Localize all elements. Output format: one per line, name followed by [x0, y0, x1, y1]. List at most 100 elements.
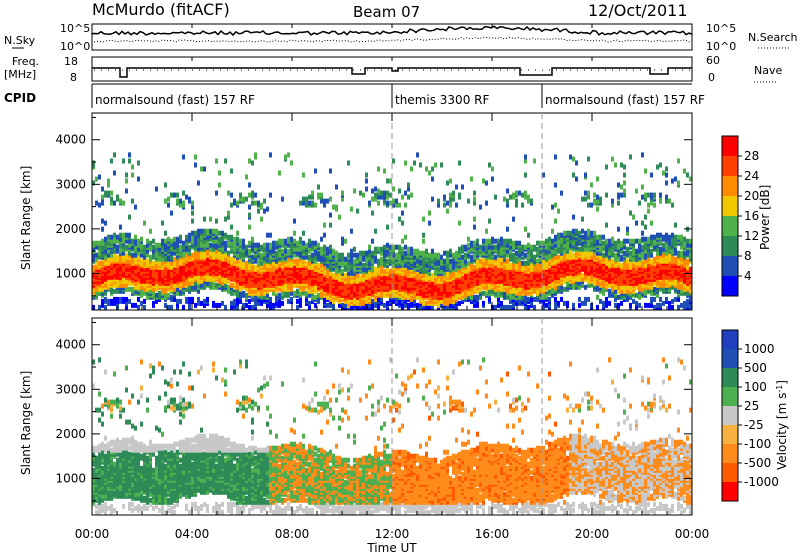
heatmap-cell: [158, 290, 161, 296]
heatmap-cell: [494, 194, 497, 200]
heatmap-cell: [362, 304, 365, 310]
heatmap-cell: [611, 198, 614, 204]
station-title: McMurdo (fitACF): [92, 0, 230, 19]
heatmap-cell: [377, 274, 380, 280]
heatmap-cell: [230, 224, 233, 230]
heatmap-cell: [308, 304, 311, 310]
heatmap-cell: [419, 162, 422, 168]
heatmap-cell: [302, 240, 305, 246]
heatmap-cell: [272, 260, 275, 266]
heatmap-cell: [146, 286, 149, 292]
heatmap-cell: [515, 190, 518, 196]
heatmap-cell: [194, 154, 197, 160]
heatmap-cell: [431, 280, 434, 286]
freq-right-tick-high: 60: [706, 54, 720, 67]
heatmap-cell: [248, 224, 251, 230]
heatmap-cell: [119, 286, 122, 292]
heatmap-cell: [443, 250, 446, 256]
heatmap-cell: [356, 208, 359, 214]
heatmap-cell: [308, 254, 311, 260]
heatmap-cell: [452, 190, 455, 196]
heatmap-cell: [401, 194, 404, 200]
heatmap-cell: [620, 262, 623, 268]
heatmap-cell: [230, 168, 233, 174]
heatmap-cell: [383, 262, 386, 268]
heatmap-cell: [182, 154, 185, 160]
heatmap-cell: [608, 238, 611, 244]
heatmap-cell: [239, 258, 242, 264]
heatmap-cell: [119, 236, 122, 242]
heatmap-cell: [116, 296, 119, 302]
heatmap-cell: [248, 212, 251, 218]
heatmap-cell: [587, 296, 590, 302]
heatmap-cell: [452, 290, 455, 296]
heatmap-cell: [164, 246, 167, 252]
heatmap-cell: [623, 188, 626, 194]
heatmap-cell: [278, 300, 281, 306]
heatmap-cell: [209, 280, 212, 286]
heatmap-cell: [431, 272, 434, 278]
heatmap-cell: [341, 236, 344, 242]
heatmap-cell: [536, 258, 539, 264]
heatmap-cell: [224, 232, 227, 238]
heatmap-cell: [137, 160, 140, 166]
heatmap-cell: [404, 160, 407, 166]
heatmap-cell: [473, 190, 476, 196]
heatmap-cell: [155, 246, 158, 252]
heatmap-cell: [335, 256, 338, 262]
heatmap-cell: [353, 258, 356, 264]
heatmap-cell: [386, 248, 389, 254]
heatmap-cell: [455, 184, 458, 190]
heatmap-cell: [143, 250, 146, 256]
heatmap-cell: [173, 236, 176, 242]
heatmap-cell: [263, 250, 266, 256]
heatmap-cell: [620, 240, 623, 246]
heatmap-cell: [386, 200, 389, 206]
heatmap-cell: [224, 240, 227, 246]
heatmap-cell: [236, 288, 239, 294]
heatmap-cell: [125, 286, 128, 292]
heatmap-cell: [374, 266, 377, 272]
heatmap-cell: [131, 172, 134, 178]
heatmap-cell: [440, 274, 443, 280]
heatmap-cell: [467, 260, 470, 266]
heatmap-cell: [143, 290, 146, 296]
heatmap-cell: [125, 296, 128, 302]
nsearch-label: N.Search: [748, 31, 798, 44]
heatmap-cell: [179, 268, 182, 274]
heatmap-cell: [422, 260, 425, 266]
heatmap-cell: [389, 268, 392, 274]
heatmap-cell: [101, 194, 104, 200]
heatmap-cell: [170, 254, 173, 260]
heatmap-cell: [104, 220, 107, 226]
heatmap-cell: [422, 238, 425, 244]
heatmap-cell: [248, 248, 251, 254]
heatmap-cell: [194, 250, 197, 256]
heatmap-cell: [110, 234, 113, 240]
heatmap-cell: [269, 192, 272, 198]
heatmap-cell: [290, 296, 293, 302]
heatmap-cell: [290, 160, 293, 166]
heatmap-cell: [230, 256, 233, 262]
heatmap-cell: [527, 296, 530, 302]
heatmap-cell: [158, 294, 161, 300]
heatmap-cell: [260, 252, 263, 258]
heatmap-cell: [242, 290, 245, 296]
heatmap-cell: [332, 248, 335, 254]
freq-line: [92, 67, 692, 78]
date-title: 12/Oct/2011: [588, 1, 688, 20]
heatmap-cell: [251, 244, 254, 250]
heatmap-cell: [455, 250, 458, 256]
heatmap-cell: [287, 236, 290, 242]
heatmap-cell: [176, 286, 179, 292]
heatmap-cell: [368, 248, 371, 254]
heatmap-cell: [617, 294, 620, 300]
heatmap-cell: [248, 192, 251, 198]
heatmap-cell: [401, 260, 404, 266]
heatmap-cell: [632, 298, 635, 304]
heatmap-cell: [134, 204, 137, 210]
heatmap-cell: [242, 242, 245, 248]
heatmap-cell: [233, 198, 236, 204]
heatmap-cell: [329, 248, 332, 254]
heatmap-cell: [326, 256, 329, 262]
